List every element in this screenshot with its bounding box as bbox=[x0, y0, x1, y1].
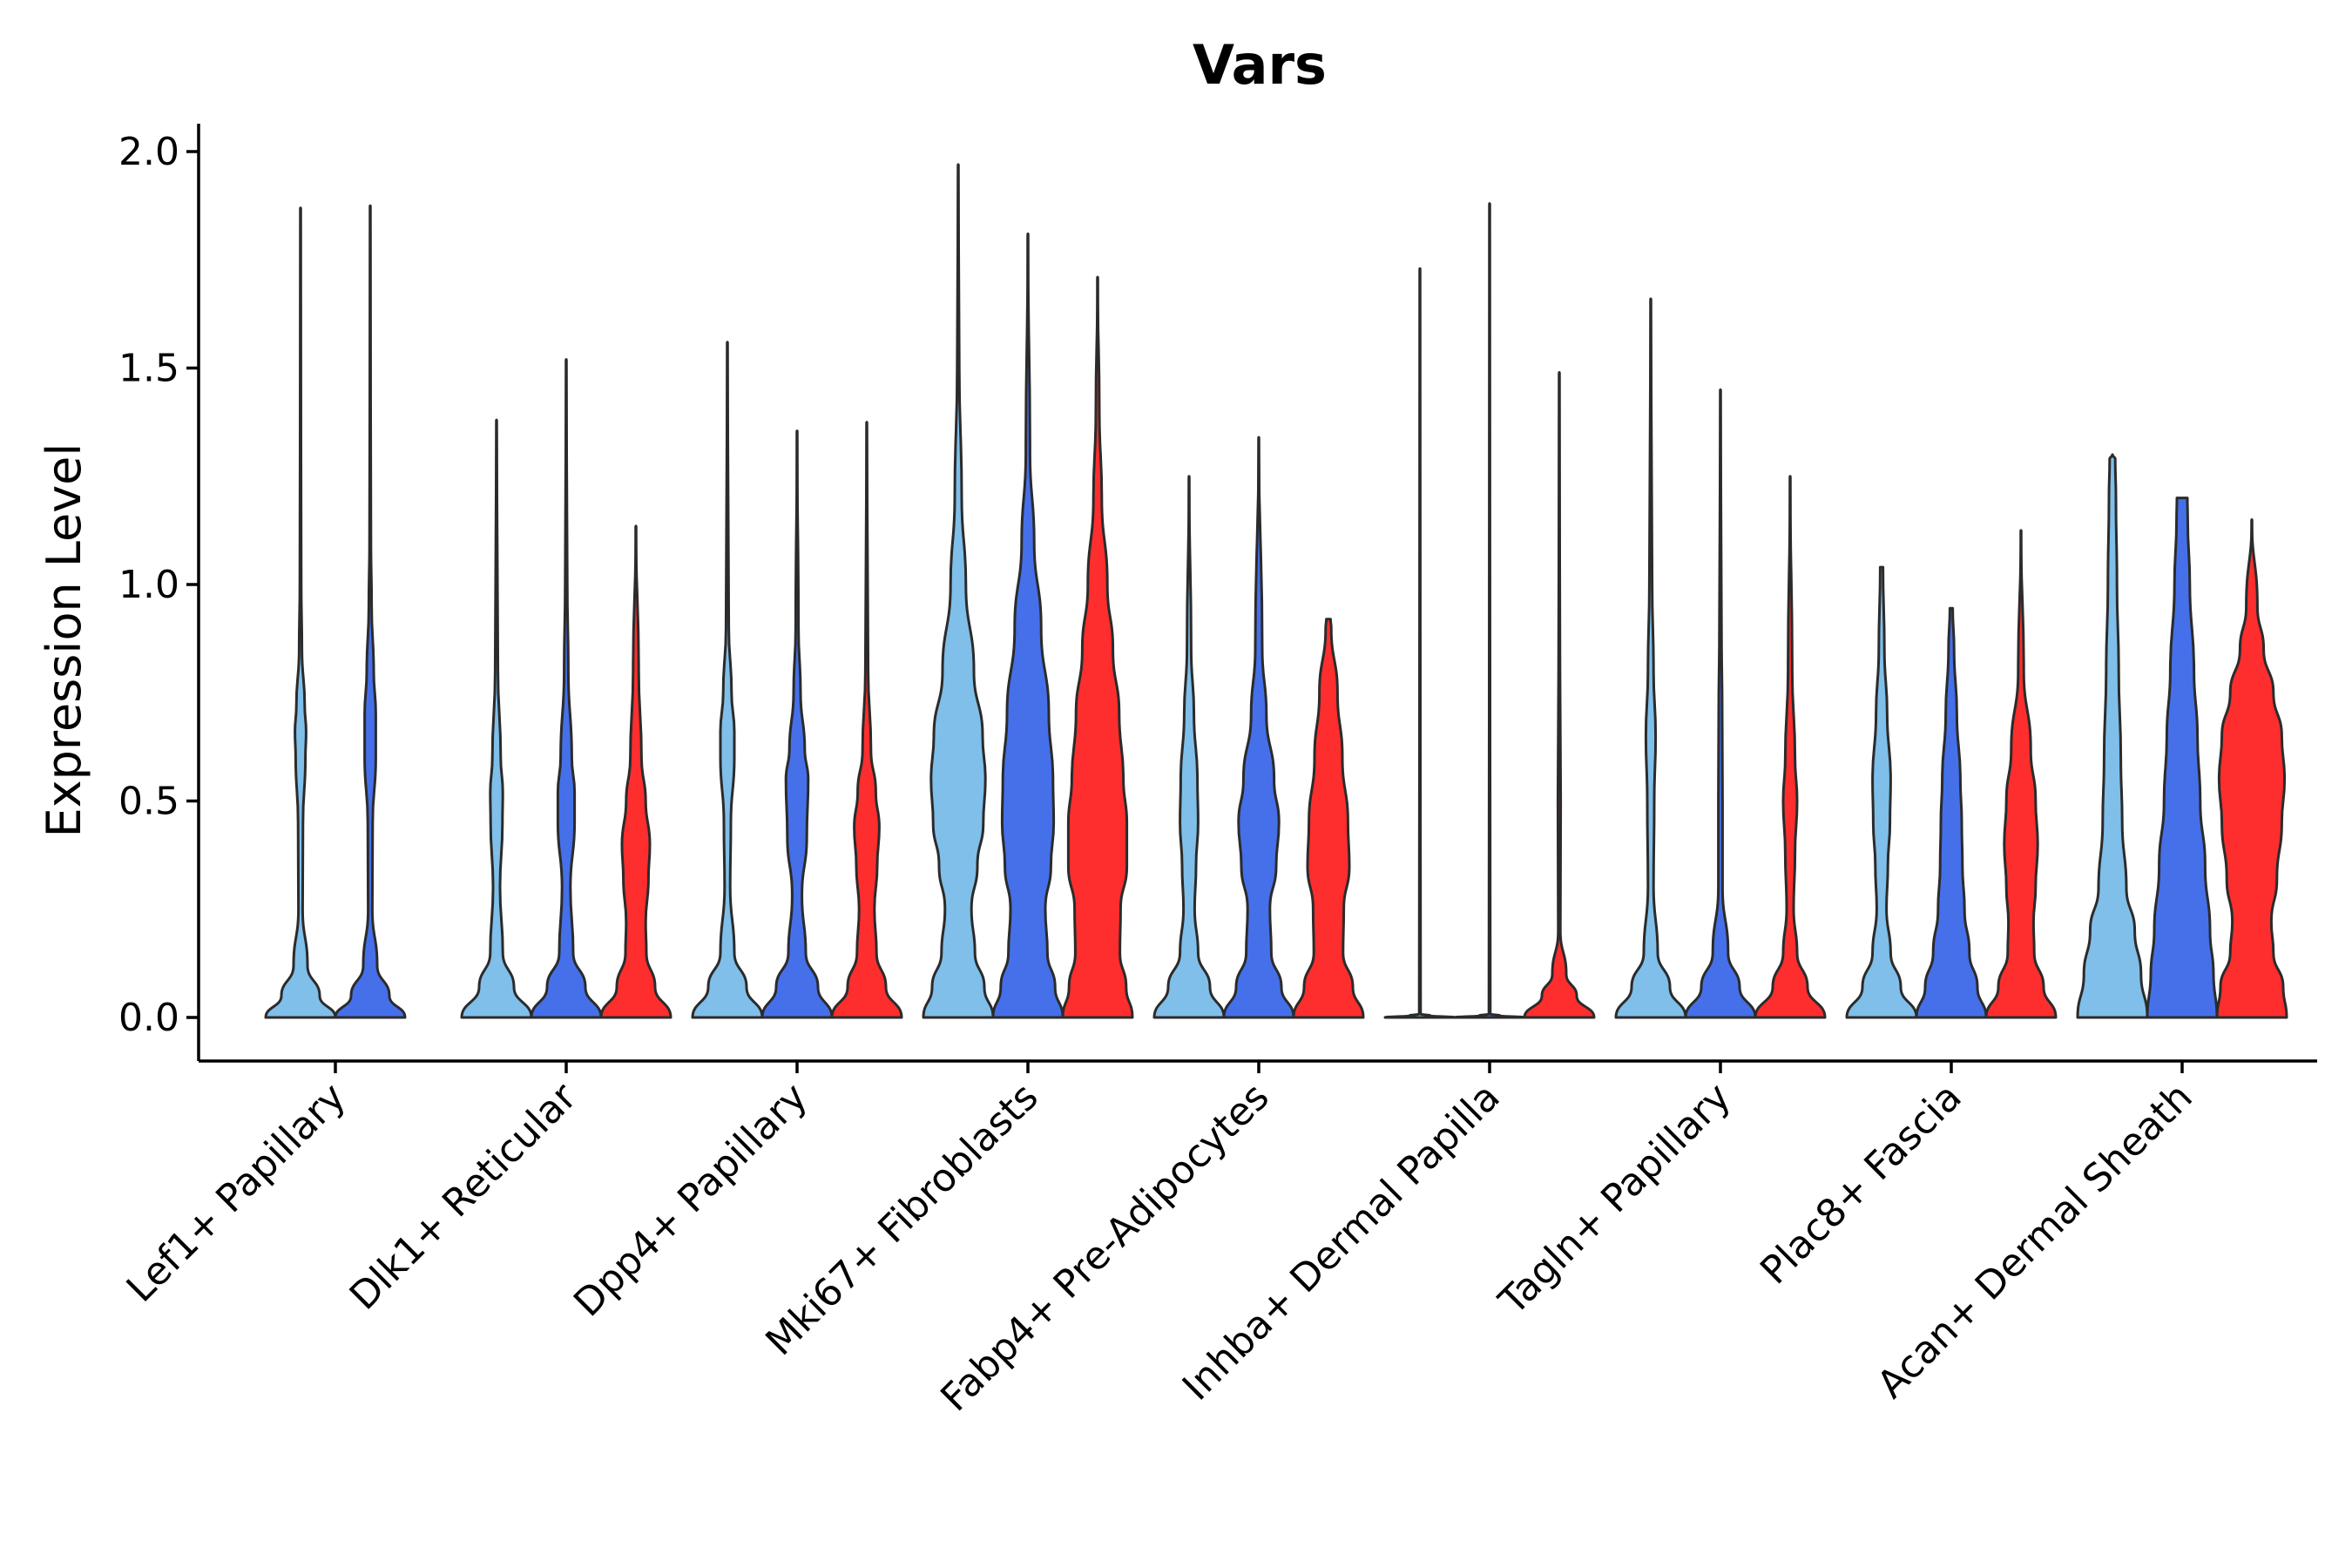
violin-blue bbox=[991, 232, 1064, 1019]
x-tick-label: Dlk1+ Reticular bbox=[341, 1074, 586, 1319]
x-tick-label: Lef1+ Papillary bbox=[118, 1075, 355, 1311]
violin-blue bbox=[1453, 202, 1526, 1019]
y-axis-label: Expression Level bbox=[37, 443, 91, 838]
y-tick-label: 1.5 bbox=[118, 347, 179, 391]
violin-red bbox=[2215, 518, 2288, 1019]
violin-light-blue bbox=[1845, 565, 1918, 1019]
violin-light-blue bbox=[922, 163, 995, 1019]
y-axis: 0.0 0.5 1.0 1.5 2.0 bbox=[118, 124, 200, 1061]
violin-blue bbox=[1222, 436, 1295, 1019]
violin-light-blue bbox=[1614, 297, 1687, 1019]
violin-blue bbox=[530, 358, 603, 1019]
violin-red bbox=[599, 524, 672, 1019]
violin-blue bbox=[1915, 606, 1988, 1019]
violin-blue bbox=[1684, 388, 1757, 1019]
y-tick-label: 2.0 bbox=[118, 130, 179, 174]
y-tick-label: 0.0 bbox=[118, 996, 179, 1040]
x-tick-label: Plac8+ Fascia bbox=[1752, 1075, 1970, 1294]
violin-light-blue bbox=[1383, 267, 1456, 1019]
violin-blue bbox=[760, 429, 834, 1019]
violin-red bbox=[1061, 275, 1134, 1019]
chart-title: Vars bbox=[1193, 33, 1327, 97]
violin-red bbox=[1292, 618, 1365, 1019]
violin-red bbox=[1984, 529, 2058, 1019]
violin-blue bbox=[2146, 497, 2219, 1019]
x-tick-label: Tagln+ Papillary bbox=[1490, 1075, 1740, 1324]
y-tick-label: 1.0 bbox=[118, 563, 179, 607]
violin-light-blue bbox=[2076, 453, 2149, 1019]
violin-red bbox=[1754, 475, 1827, 1019]
violin-red bbox=[1523, 371, 1596, 1019]
violin-blue bbox=[334, 204, 407, 1019]
violin-light-blue bbox=[460, 418, 533, 1019]
violin-light-blue bbox=[691, 341, 764, 1019]
y-tick-label: 0.5 bbox=[118, 780, 179, 824]
violin-light-blue bbox=[1152, 475, 1226, 1019]
violin-light-blue bbox=[264, 206, 337, 1019]
violin-red bbox=[830, 421, 903, 1019]
x-tick-label: Dpp4+ Papillary bbox=[565, 1075, 816, 1326]
plot-area bbox=[264, 163, 2288, 1019]
